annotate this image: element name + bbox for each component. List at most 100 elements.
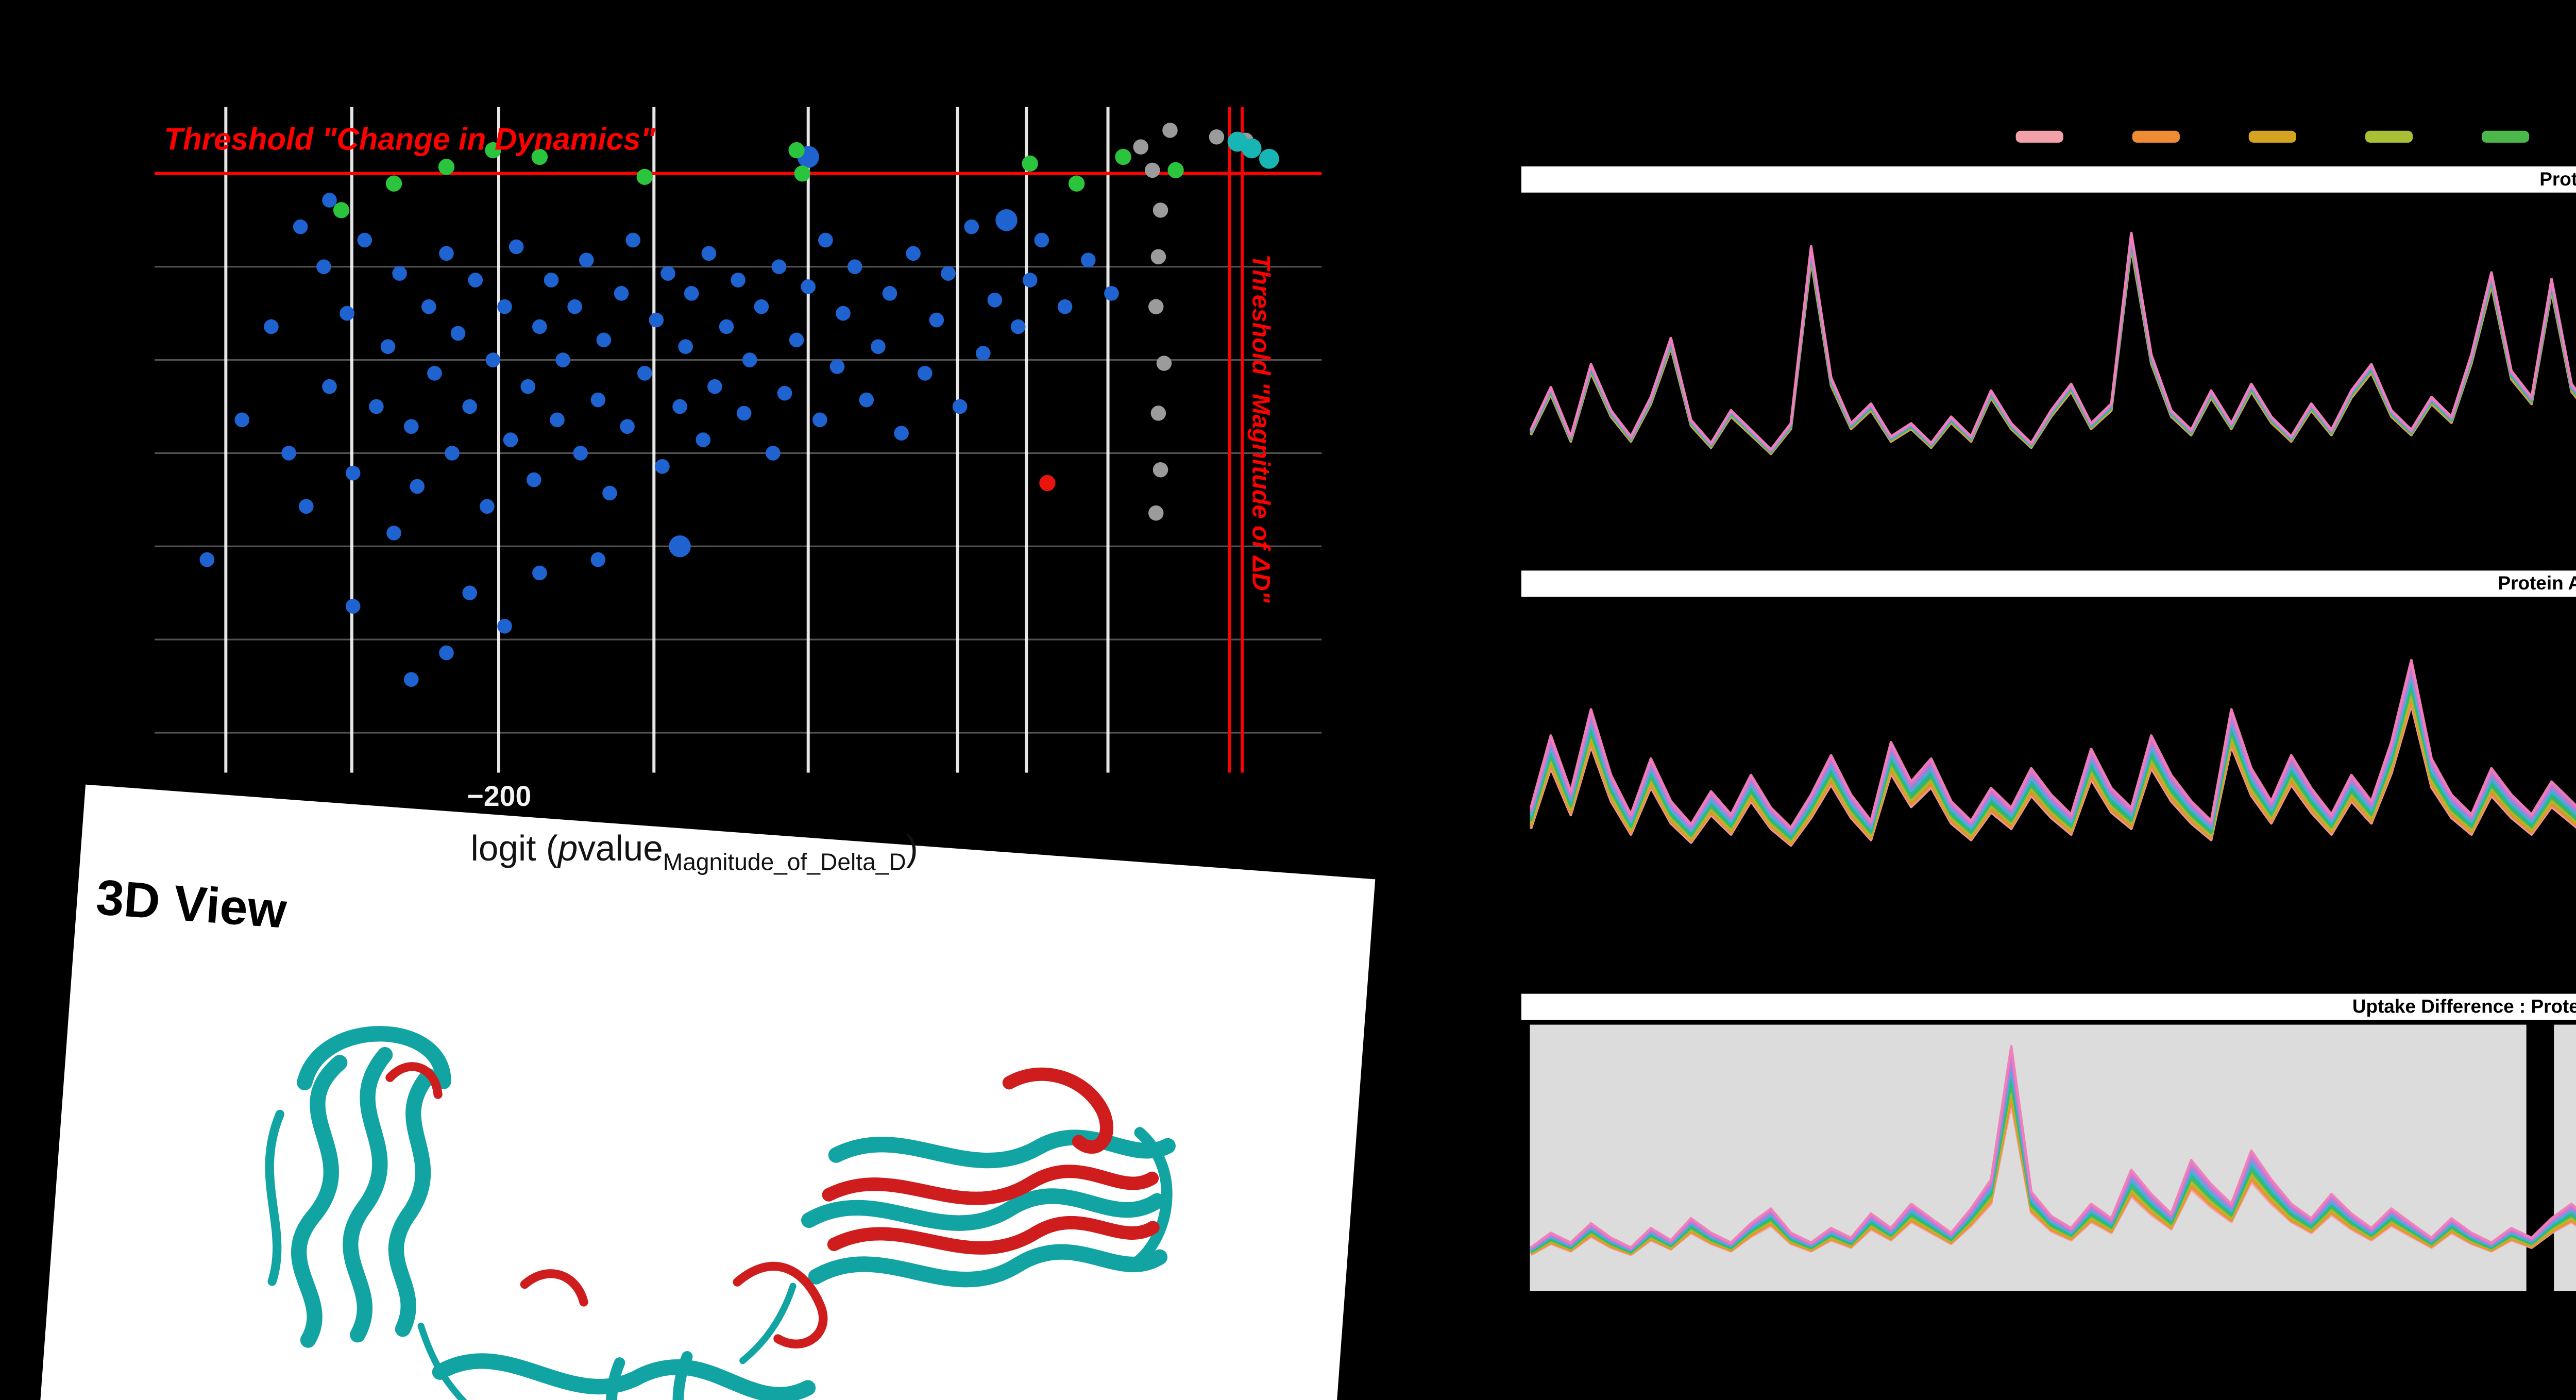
scatter-point[interactable] xyxy=(995,209,1018,231)
scatter-point[interactable] xyxy=(719,319,734,334)
scatter-point[interactable] xyxy=(777,385,792,401)
scatter-point[interactable] xyxy=(439,645,454,661)
scatter-point[interactable] xyxy=(298,499,314,514)
scatter-point[interactable] xyxy=(462,585,478,601)
volcano-plot[interactable]: Threshold "Change in Dynamics" Threshold… xyxy=(154,107,1322,773)
scatter-point[interactable] xyxy=(788,142,805,159)
scatter-point[interactable] xyxy=(1022,273,1038,288)
uptake-panel-protein-a[interactable]: Protein A xyxy=(1521,166,2576,559)
scatter-point[interactable] xyxy=(829,359,845,374)
scatter-point[interactable] xyxy=(672,399,687,414)
scatter-point[interactable] xyxy=(509,239,524,255)
scatter-point[interactable] xyxy=(669,535,691,558)
scatter-point[interactable] xyxy=(917,366,933,381)
scatter-point[interactable] xyxy=(742,352,757,367)
3d-view-panel[interactable]: 3D View xyxy=(28,784,1376,1400)
scatter-point[interactable] xyxy=(497,618,512,634)
scatter-point[interactable] xyxy=(322,379,337,394)
scatter-point[interactable] xyxy=(766,446,781,461)
legend-item[interactable] xyxy=(2248,130,2297,142)
uptake-panel-difference[interactable]: Uptake Difference : Protein A - (Protein… xyxy=(1521,993,2576,1301)
scatter-point[interactable] xyxy=(1167,162,1184,179)
scatter-point[interactable] xyxy=(1153,203,1168,218)
scatter-point[interactable] xyxy=(427,366,442,381)
scatter-point[interactable] xyxy=(1039,475,1056,492)
scatter-point[interactable] xyxy=(1104,286,1119,301)
scatter-point[interactable] xyxy=(445,446,460,461)
scatter-point[interactable] xyxy=(655,459,670,474)
scatter-point[interactable] xyxy=(696,432,711,447)
scatter-point[interactable] xyxy=(369,399,384,414)
scatter-point[interactable] xyxy=(637,366,652,381)
scatter-point[interactable] xyxy=(818,232,833,248)
scatter-point[interactable] xyxy=(503,432,518,447)
scatter-point[interactable] xyxy=(532,319,547,334)
scatter-point[interactable] xyxy=(1259,148,1279,169)
scatter-point[interactable] xyxy=(1034,232,1049,248)
scatter-point[interactable] xyxy=(1150,249,1166,265)
scatter-point[interactable] xyxy=(345,465,361,481)
scatter-point[interactable] xyxy=(836,306,851,321)
scatter-point[interactable] xyxy=(403,419,419,434)
scatter-point[interactable] xyxy=(322,193,337,208)
uptake-svg-3[interactable] xyxy=(1521,1020,2576,1300)
scatter-point[interactable] xyxy=(602,485,617,501)
uptake-svg-1[interactable] xyxy=(1521,193,2576,559)
scatter-point[interactable] xyxy=(859,392,874,408)
scatter-point[interactable] xyxy=(316,259,331,274)
scatter-point[interactable] xyxy=(1227,131,1248,152)
scatter-point[interactable] xyxy=(438,159,455,175)
scatter-point[interactable] xyxy=(636,168,653,185)
scatter-point[interactable] xyxy=(281,446,296,461)
scatter-point[interactable] xyxy=(736,406,752,421)
scatter-point[interactable] xyxy=(550,412,565,428)
scatter-point[interactable] xyxy=(340,306,354,321)
scatter-point[interactable] xyxy=(625,232,640,248)
scatter-point[interactable] xyxy=(976,346,991,361)
scatter-point[interactable] xyxy=(421,299,436,314)
scatter-point[interactable] xyxy=(468,273,483,288)
scatter-point[interactable] xyxy=(520,379,536,394)
protein-structure[interactable] xyxy=(77,968,1305,1400)
scatter-point[interactable] xyxy=(847,259,862,274)
scatter-point[interactable] xyxy=(882,286,897,301)
scatter-point[interactable] xyxy=(801,279,816,294)
scatter-point[interactable] xyxy=(1010,319,1026,334)
scatter-point[interactable] xyxy=(1022,155,1038,172)
scatter-point[interactable] xyxy=(450,326,466,341)
scatter-point[interactable] xyxy=(485,352,501,367)
scatter-point[interactable] xyxy=(264,319,279,334)
scatter-point[interactable] xyxy=(1209,129,1225,145)
scatter-point[interactable] xyxy=(929,312,944,328)
scatter-point[interactable] xyxy=(392,266,407,281)
legend-item[interactable] xyxy=(2365,130,2413,142)
scatter-point[interactable] xyxy=(678,339,693,355)
scatter-point[interactable] xyxy=(1080,252,1096,268)
scatter-point[interactable] xyxy=(707,379,722,394)
scatter-point[interactable] xyxy=(497,299,512,314)
scatter-point[interactable] xyxy=(614,286,629,301)
scatter-point[interactable] xyxy=(660,266,675,281)
scatter-point[interactable] xyxy=(812,412,827,428)
scatter-point[interactable] xyxy=(480,499,495,514)
scatter-point[interactable] xyxy=(485,142,501,159)
scatter-point[interactable] xyxy=(906,246,921,261)
scatter-point[interactable] xyxy=(1156,356,1172,371)
scatter-point[interactable] xyxy=(620,419,635,434)
scatter-point[interactable] xyxy=(789,332,804,348)
volcano-svg[interactable] xyxy=(154,107,1322,773)
scatter-point[interactable] xyxy=(1133,139,1148,155)
scatter-point[interactable] xyxy=(380,339,396,355)
scatter-point[interactable] xyxy=(567,299,582,314)
scatter-point[interactable] xyxy=(794,165,810,182)
scatter-point[interactable] xyxy=(573,446,588,461)
scatter-point[interactable] xyxy=(952,399,968,414)
scatter-point[interactable] xyxy=(1153,462,1168,478)
scatter-point[interactable] xyxy=(357,232,372,248)
scatter-point[interactable] xyxy=(941,266,956,281)
scatter-point[interactable] xyxy=(234,412,249,428)
scatter-point[interactable] xyxy=(555,352,570,367)
scatter-point[interactable] xyxy=(1068,175,1085,192)
scatter-point[interactable] xyxy=(385,175,402,192)
scatter-point[interactable] xyxy=(544,273,559,288)
